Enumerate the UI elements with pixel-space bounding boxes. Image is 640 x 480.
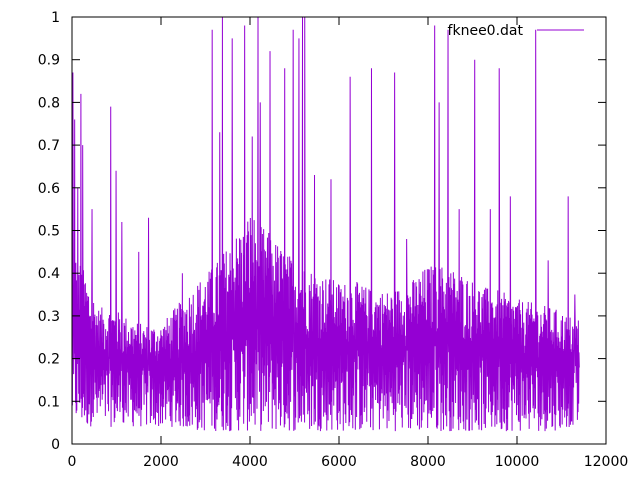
legend-label: fknee0.dat: [448, 23, 524, 39]
legend: fknee0.dat: [448, 23, 584, 39]
series-line-fknee0: [71, 16, 580, 432]
x-tick-label: 6000: [321, 454, 357, 470]
y-tick-label: 0.5: [38, 224, 60, 240]
x-tick-label: 4000: [232, 454, 268, 470]
x-tick-label: 8000: [410, 454, 446, 470]
series-layer: [71, 16, 580, 432]
x-tick-label: 2000: [143, 454, 179, 470]
y-tick-label: 0.8: [38, 95, 60, 111]
y-tick-label: 0.9: [38, 53, 60, 69]
y-tick-label: 1: [51, 10, 60, 26]
y-tick-label: 0: [51, 437, 60, 453]
y-tick-label: 0.7: [38, 138, 60, 154]
y-tick-label: 0.2: [38, 352, 60, 368]
y-tick-label: 0.1: [38, 394, 60, 410]
x-tick-label: 12000: [584, 454, 629, 470]
x-tick-label: 0: [68, 454, 77, 470]
y-tick-label: 0.4: [38, 266, 60, 282]
x-tick-label: 10000: [495, 454, 540, 470]
ticks-layer: 0 0.1 0.2 0.3 0.4 0.5 0.6 0.7 0.8 0.9 1 0 2000 4000 60…: [38, 10, 629, 470]
y-tick-label: 0.6: [38, 181, 60, 197]
y-tick-label: 0.3: [38, 309, 60, 325]
